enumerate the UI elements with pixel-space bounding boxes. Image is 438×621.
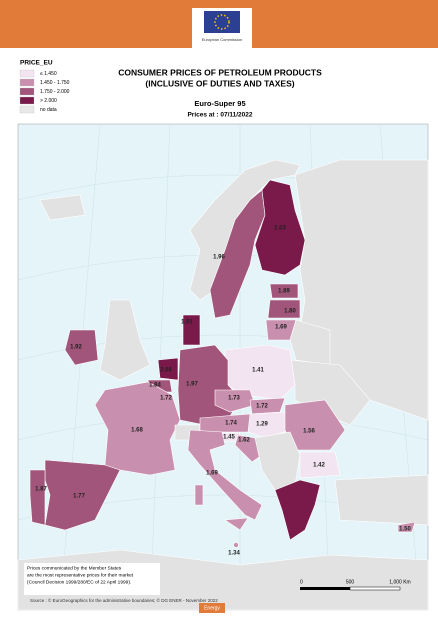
date: Prices at : 07/11/2022 [187,112,252,119]
price-label: 1.50 [399,527,411,533]
price-label: 1.73 [228,396,240,402]
eu-stars [214,14,230,30]
price-label: 1.72 [160,396,172,402]
source: Source : © EuroGeographics for the admin… [30,597,218,603]
price-label: 1.69 [206,471,218,477]
price-label: 1.62 [238,438,250,444]
footer: Energy [204,605,220,611]
legend-title: PRICE_EU [20,60,53,67]
price-label: 1.89 [278,289,290,295]
note-line: are the most representative prices for t… [27,572,134,578]
legend-label: > 2.000 [40,98,57,104]
scale-labels: 0 500 1,000 Km [300,579,411,585]
price-label: 1.91 [181,320,193,326]
footer-tab [199,603,225,613]
org-name: European Commission [202,37,242,42]
legend-swatch [19,78,35,87]
price-label: 1.84 [149,383,161,389]
price-label: 1.42 [313,463,325,469]
legend: ≤ 1.450 1.450 - 1.750 1.750 - 2.000 > 2.000… [19,69,70,114]
title-line-2: (INCLUSIVE OF DUTIES AND TAXES) [145,78,294,88]
notes: Prices communicated by the Member States… [27,565,134,585]
legend-swatch [19,69,35,78]
price-label: 1.69 [275,325,287,331]
price-label: 1.45 [223,435,235,441]
legend-swatch [19,105,35,114]
scale-label: 1,000 Km [389,579,410,585]
price-label: 1.97 [186,382,198,388]
price-label: 1.29 [256,422,268,428]
scale-bar [300,586,401,591]
product: Euro-Super 95 [194,99,245,108]
price-labels: 2.03 1.96 1.89 1.80 1.69 1.91 1.92 2.06 1.84 1.72… [35,226,411,557]
legend-label: 1.750 - 2.000 [40,89,70,95]
legend-label: no data [40,107,57,113]
note-line: Prices communicated by the Member States [27,565,122,571]
price-label: 1.77 [73,494,85,500]
price-label: 1.80 [284,309,296,315]
price-label: 2.03 [274,226,286,232]
map-area [17,123,429,611]
scale-label: 0 [300,579,303,585]
price-label: 1.74 [225,421,237,427]
legend-swatch [19,96,35,105]
note-line: (Council Decision 1999/280/EC of 22 Apri… [27,579,131,585]
price-label: 1.68 [131,428,143,434]
price-label: 1.56 [303,429,315,435]
price-label: 1.72 [256,404,268,410]
legend-swatch [19,87,35,96]
legend-label: ≤ 1.450 [40,71,57,77]
eu-flag [204,11,240,33]
title-line-1: CONSUMER PRICES OF PETROLEUM PRODUCTS [118,67,322,77]
price-label: 1.96 [213,255,225,261]
price-label: 2.06 [160,368,172,374]
notes-box [24,563,160,595]
scale-label: 500 [346,579,355,585]
legend-label: 1.450 - 1.750 [40,80,70,86]
price-label: 1.92 [70,345,82,351]
price-label: 1.87 [35,487,47,493]
price-label: 1.34 [228,551,240,557]
price-label: 1.41 [252,368,264,374]
